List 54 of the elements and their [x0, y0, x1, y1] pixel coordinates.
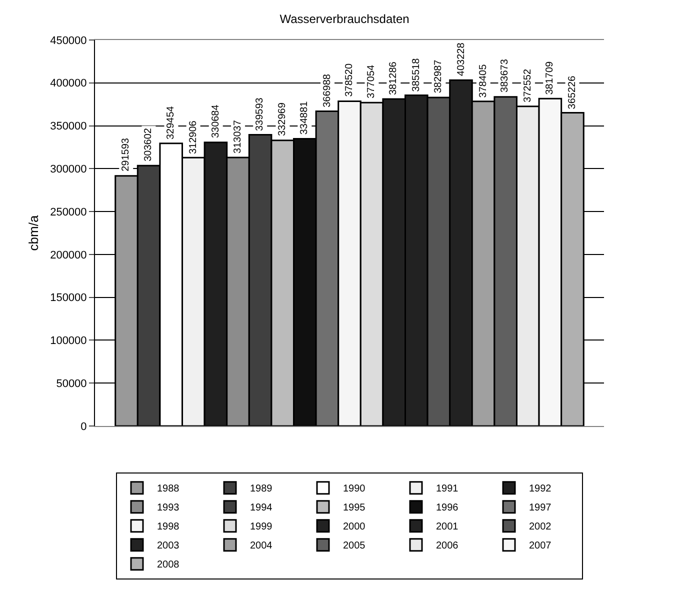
legend-label: 1989	[250, 484, 273, 495]
y-tick-label: 450000	[50, 34, 87, 47]
data-label: 312906	[188, 120, 199, 154]
data-label: 329454	[166, 106, 177, 140]
data-label: 378405	[478, 64, 489, 98]
legend-label: 1992	[529, 484, 552, 495]
data-label: 365226	[566, 75, 578, 110]
y-tick-label: 0	[80, 420, 87, 433]
y-axis-title: cbm/a	[26, 214, 42, 251]
data-label: 313037	[232, 120, 244, 154]
y-tick-label: 350000	[50, 120, 87, 133]
data-label: 332969	[277, 102, 288, 136]
y-tick-label: 300000	[50, 164, 87, 176]
legend-label: 1988	[157, 484, 180, 495]
data-label: 378520	[344, 63, 356, 97]
legend-label: 2007	[529, 540, 552, 552]
data-label: 330684	[210, 104, 222, 138]
legend-label: 1997	[529, 502, 552, 514]
data-label: 403228	[456, 42, 467, 76]
data-label: 382987	[433, 59, 444, 94]
legend-label: 1996	[436, 502, 459, 514]
data-label: 339593	[254, 97, 266, 131]
y-tick-label: 100000	[50, 335, 87, 348]
y-tick-label: 200000	[50, 249, 87, 262]
legend-label: 2001	[436, 522, 459, 533]
chart-title: Wasserverbrauchsdaten	[280, 12, 410, 26]
legend-label: 2002	[529, 522, 552, 533]
legend-label: 2003	[157, 540, 180, 552]
legend-label: 2000	[343, 522, 366, 533]
data-label: 381709	[544, 60, 556, 95]
data-label: 385518	[411, 58, 422, 92]
data-label: 381286	[388, 61, 400, 96]
data-label: 377054	[366, 64, 378, 98]
y-tick-label: 400000	[50, 78, 87, 90]
legend-label: 1991	[436, 484, 459, 495]
legend-label: 2006	[436, 540, 459, 552]
y-tick-label: 250000	[50, 206, 87, 218]
legend-label: 1993	[157, 502, 180, 514]
y-tick-label: 150000	[50, 292, 87, 304]
legend-label: 1995	[343, 502, 366, 514]
data-label: 334881	[299, 100, 310, 135]
legend-label: 1994	[250, 502, 273, 514]
y-tick-label: 50000	[56, 378, 87, 390]
data-label: 303602	[143, 128, 154, 162]
data-label: 383673	[500, 58, 511, 92]
legend-label: 1990	[343, 484, 366, 495]
legend-label: 2004	[250, 540, 273, 552]
legend-label: 2008	[157, 560, 180, 571]
legend-label: 2005	[343, 540, 366, 552]
data-label: 366988	[322, 74, 333, 108]
data-label: 372552	[522, 68, 534, 102]
legend-label: 1999	[250, 522, 273, 533]
legend-label: 1998	[157, 522, 180, 533]
data-label: 291593	[120, 138, 132, 172]
